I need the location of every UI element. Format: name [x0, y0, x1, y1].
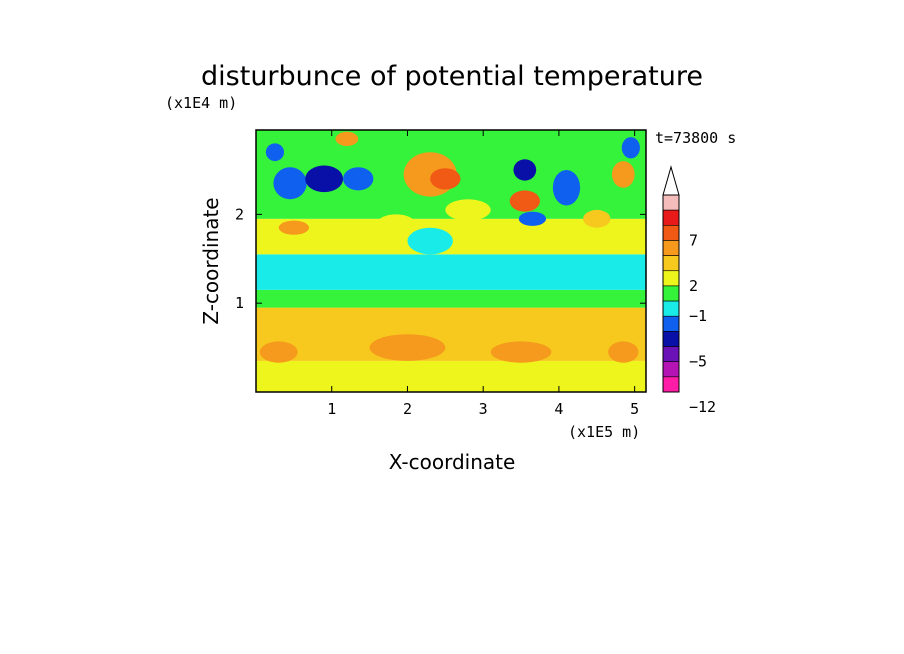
x-tick-label: 3	[479, 400, 488, 418]
field-blob	[343, 167, 374, 191]
y-tick-label: 1	[235, 294, 244, 312]
colorbar-swatch	[662, 225, 680, 241]
x-axis-label: X-coordinate	[389, 450, 516, 474]
field-blob	[445, 199, 491, 221]
colorbar-tick-label: 2	[689, 277, 698, 295]
colorbar-swatch	[662, 240, 680, 256]
colorbar-swatch	[662, 376, 680, 393]
y-tick-label: 2	[235, 205, 244, 223]
x-tick-label: 5	[630, 400, 639, 418]
field-blob	[552, 169, 581, 206]
field-blob	[265, 143, 285, 162]
colorbar-swatch	[662, 255, 680, 272]
field-blob	[518, 211, 547, 226]
y-axis-label: Z-coordinate	[199, 197, 223, 324]
plot-frame	[255, 129, 647, 393]
field-blob	[259, 341, 298, 363]
field-band	[256, 289, 646, 308]
field-blob	[583, 209, 611, 228]
field-blob	[430, 168, 461, 190]
field-blob	[490, 341, 552, 363]
colorbar-swatch	[662, 209, 680, 226]
y-axis: 12	[235, 205, 646, 312]
x-unit-label: (x1E5 m)	[568, 423, 640, 441]
x-tick-label: 4	[554, 400, 563, 418]
field-blob	[305, 165, 344, 193]
field-blob	[335, 131, 359, 146]
y-unit-label: (x1E4 m)	[165, 94, 237, 112]
field-blob	[621, 137, 640, 159]
time-label: t=73800 s	[655, 129, 736, 147]
colorbar-swatch	[662, 361, 680, 378]
colorbar-swatch	[662, 346, 680, 362]
field-blob	[278, 220, 310, 235]
field-blob	[273, 167, 307, 200]
x-axis: 1 2 3 4 5	[327, 130, 639, 418]
colorbar-frame	[662, 194, 680, 393]
field-band	[256, 254, 646, 290]
colorbar: 7 2 −1 −5 −12	[662, 165, 716, 416]
field-blob	[369, 334, 446, 361]
colorbar-swatch	[662, 331, 680, 347]
x-tick-label: 1	[327, 400, 336, 418]
colorbar-swatch	[662, 270, 680, 287]
colorbar-swatch	[662, 194, 680, 211]
field-blob	[377, 214, 416, 233]
colorbar-tick-label: −12	[689, 398, 716, 416]
field-plot	[256, 130, 646, 392]
field-band	[256, 307, 646, 361]
field-blob	[513, 159, 537, 181]
colorbar-swatch	[662, 285, 680, 302]
colorbar-tick-label: −1	[689, 307, 707, 325]
colorbar-tick-label: 7	[689, 231, 698, 249]
x-tick-label: 2	[403, 400, 412, 418]
colorbar-swatch	[662, 300, 680, 317]
field-blob	[407, 227, 453, 255]
field-blob	[509, 190, 540, 212]
field-blob	[608, 341, 639, 363]
field-band	[256, 360, 646, 392]
colorbar-tick-label: −5	[689, 353, 707, 371]
colorbar-swatch	[662, 315, 680, 332]
chart-title: disturbunce of potential temperature	[201, 61, 703, 92]
field-blob	[611, 161, 635, 188]
